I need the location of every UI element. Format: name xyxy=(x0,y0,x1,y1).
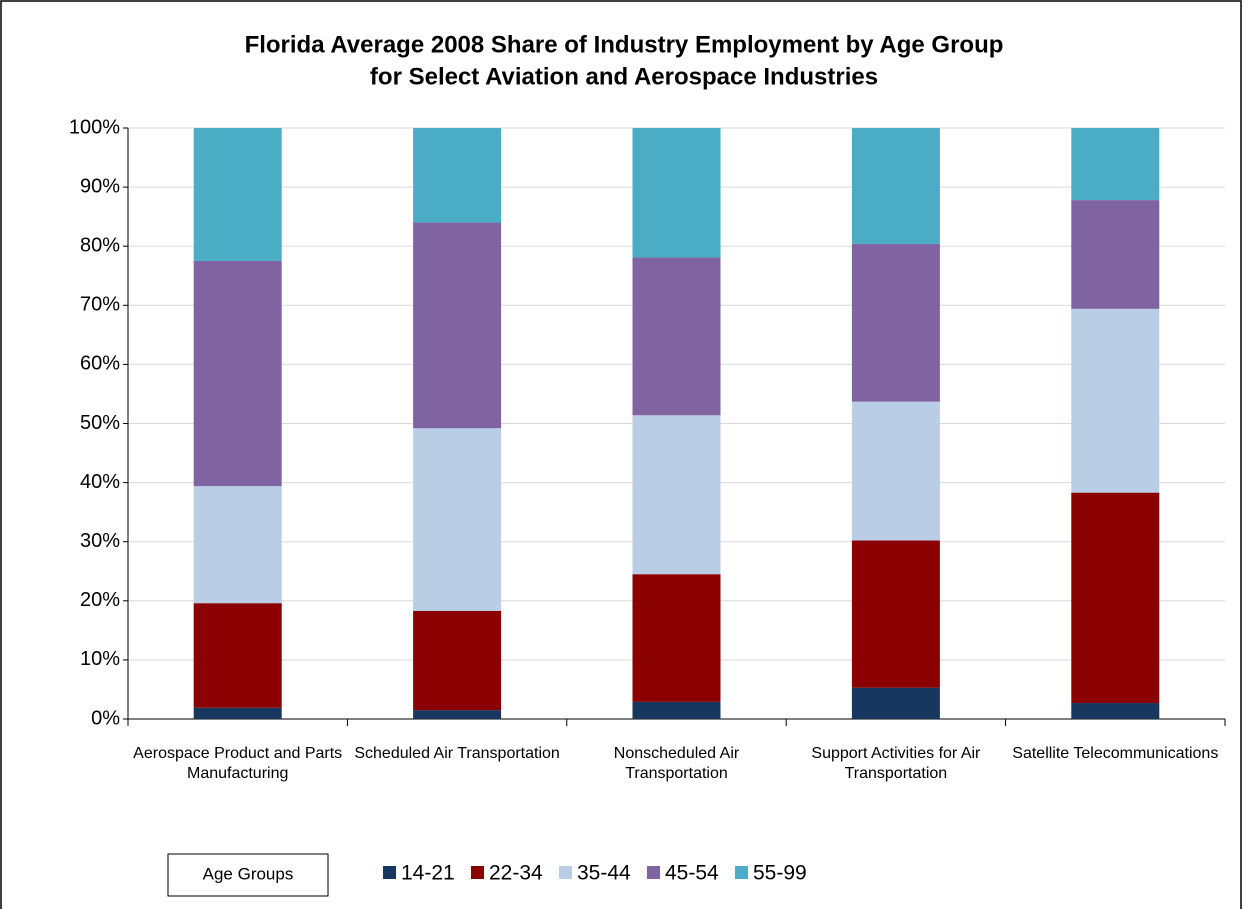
bar-segment xyxy=(632,701,721,719)
legend-swatch xyxy=(471,866,484,879)
y-tick-label: 90% xyxy=(80,175,120,197)
bar-segment xyxy=(193,128,282,261)
legend-swatch xyxy=(559,866,572,879)
bar-segment xyxy=(193,260,282,487)
bar-segment xyxy=(1071,308,1160,493)
legend-title: Age Groups xyxy=(203,864,294,883)
legend-swatch xyxy=(383,866,396,879)
legend-swatch xyxy=(647,866,660,879)
legend-label: 35-44 xyxy=(577,862,631,885)
y-tick-label: 70% xyxy=(80,294,120,316)
chart-title: Florida Average 2008 Share of Industry E… xyxy=(245,31,1004,58)
bar-segment xyxy=(1071,703,1160,719)
bar-segment xyxy=(413,428,502,611)
bar-segment xyxy=(413,222,502,429)
legend-label: 55-99 xyxy=(753,862,807,885)
y-tick-label: 100% xyxy=(69,116,120,138)
legend-title-box xyxy=(167,853,329,897)
y-tick-label: 10% xyxy=(80,648,120,670)
bar-segment xyxy=(413,610,502,711)
bar-segment xyxy=(413,710,502,719)
bar-segment xyxy=(632,128,721,258)
bar-segment xyxy=(632,257,721,416)
legend-swatch xyxy=(735,866,748,879)
legend-label: 14-21 xyxy=(401,862,455,885)
bar-segment xyxy=(193,486,282,604)
x-tick-label: Satellite Telecommunications xyxy=(1012,745,1219,762)
bar-segment xyxy=(193,603,282,708)
y-tick-label: 0% xyxy=(91,707,120,729)
x-tick-label: Scheduled Air Transportation xyxy=(354,745,560,762)
legend-label: 22-34 xyxy=(489,862,543,885)
y-tick-label: 60% xyxy=(80,353,120,375)
bar-segment xyxy=(413,128,502,223)
bar-segment xyxy=(1071,200,1160,309)
x-tick-label: Nonscheduled Air Transportation xyxy=(613,745,740,782)
bar-segment xyxy=(632,574,721,702)
bar-segment xyxy=(851,401,940,541)
bar-segment xyxy=(193,707,282,719)
x-tick-label: Aerospace Product and Parts Manufacturin… xyxy=(133,745,343,782)
bar-segment xyxy=(1071,128,1160,201)
bar-segment xyxy=(851,687,940,719)
bar-segment xyxy=(851,243,940,402)
bar-segment xyxy=(1071,492,1160,704)
bar-segment xyxy=(851,540,940,688)
chart-subtitle: for Select Aviation and Aerospace Indust… xyxy=(370,63,878,90)
bar-segment xyxy=(851,128,940,244)
legend-label: 45-54 xyxy=(665,862,719,885)
y-tick-label: 20% xyxy=(80,589,120,611)
y-tick-label: 80% xyxy=(80,234,120,256)
bar-segment xyxy=(632,415,721,575)
x-tick-label: Support Activities for Air Transportatio… xyxy=(811,745,981,782)
y-tick-label: 30% xyxy=(80,530,120,552)
y-tick-label: 50% xyxy=(80,412,120,434)
y-tick-label: 40% xyxy=(80,471,120,493)
